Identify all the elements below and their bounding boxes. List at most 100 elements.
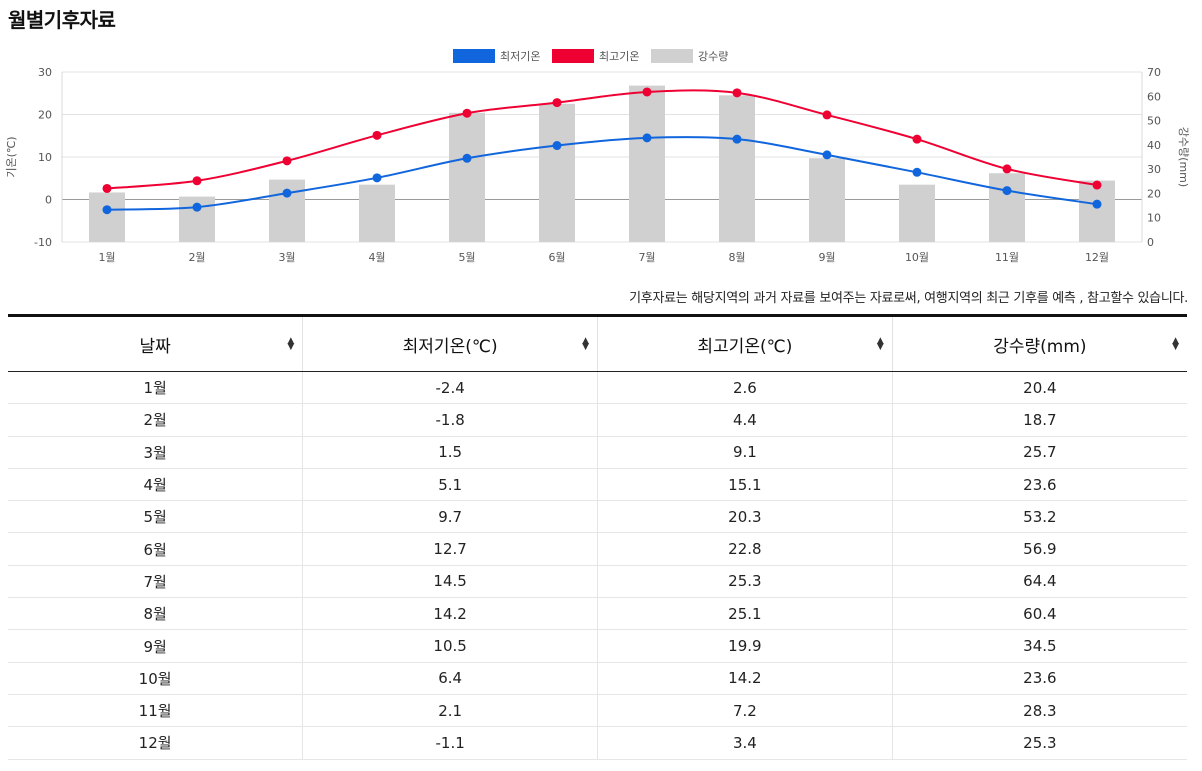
column-header-min-temp[interactable]: 최저기온(℃) ▲ ▼: [302, 315, 598, 372]
max-temp-point: [1002, 164, 1012, 174]
table-cell-date: 5월: [8, 500, 304, 534]
column-header-label: 최저기온(℃): [402, 336, 498, 357]
table-cell-max-temp: 15.1: [597, 468, 893, 502]
x-tick-label: 12월: [1085, 251, 1109, 264]
x-tick-label: 10월: [905, 251, 929, 264]
table-row: 11월 2.1 7.2 28.3: [8, 694, 1187, 728]
table-cell-max-temp: 19.9: [597, 629, 893, 663]
table-cell-rainfall: 56.9: [892, 532, 1187, 566]
min-temp-point: [1092, 199, 1102, 209]
table-cell-min-temp: 5.1: [302, 468, 598, 502]
table-cell-rainfall: 53.2: [892, 500, 1187, 534]
table-cell-min-temp: 2.1: [302, 694, 598, 728]
table-cell-date: 10월: [8, 662, 304, 695]
table-cell-min-temp: -2.4: [302, 371, 598, 405]
max-temp-point: [102, 183, 112, 193]
column-header-max-temp[interactable]: 최고기온(℃) ▲ ▼: [597, 315, 893, 372]
x-tick-label: 3월: [278, 251, 295, 264]
sort-icon[interactable]: ▲ ▼: [582, 336, 589, 352]
page-title: 월별기후자료: [8, 8, 116, 32]
column-header-date[interactable]: 날짜 ▲ ▼: [8, 315, 304, 372]
column-header-rainfall[interactable]: 강수량(mm) ▲ ▼: [892, 315, 1187, 372]
table-cell-min-temp: -1.8: [302, 403, 598, 437]
table-row: 12월 -1.1 3.4 25.3: [8, 726, 1187, 760]
legend-swatch-min-temp: [453, 49, 495, 63]
y-tick-label-right: 30: [1147, 163, 1161, 176]
climate-table: 날짜 ▲ ▼ 최저기온(℃) ▲ ▼ 최고기온(℃) ▲ ▼ 강수량(mm) ▲ ▼ 1월 -2.4 2.…: [8, 314, 1187, 760]
table-cell-date: 3월: [8, 436, 304, 469]
table-cell-date: 2월: [8, 403, 304, 437]
table-row: 2월 -1.8 4.4 18.7: [8, 403, 1187, 437]
x-tick-label: 1월: [98, 251, 115, 264]
y-tick-label-left: 0: [45, 194, 52, 207]
rain-bar: [719, 95, 755, 242]
table-cell-date: 6월: [8, 532, 304, 566]
y-tick-label-right: 20: [1147, 187, 1161, 200]
table-cell-min-temp: 6.4: [302, 662, 598, 695]
table-row: 6월 12.7 22.8 56.9: [8, 532, 1187, 566]
x-tick-label: 7월: [638, 251, 655, 264]
y-tick-label-left: 30: [38, 66, 52, 79]
table-row: 8월 14.2 25.1 60.4: [8, 597, 1187, 631]
sort-icon[interactable]: ▲ ▼: [287, 336, 295, 352]
y-axis-title-left: 기온(℃): [5, 136, 18, 177]
y-tick-label-left: 20: [38, 109, 52, 122]
max-temp-point: [642, 87, 652, 97]
table-cell-min-temp: 9.7: [302, 500, 598, 534]
min-temp-point: [192, 202, 202, 212]
max-temp-line: [106, 89, 1098, 190]
y-tick-label-right: 70: [1147, 66, 1161, 79]
table-cell-min-temp: 1.5: [302, 436, 598, 469]
table-cell-rainfall: 64.4: [892, 565, 1187, 599]
rain-bar: [629, 85, 665, 242]
rain-bar: [359, 184, 395, 242]
table-row: 4월 5.1 15.1 23.6: [8, 468, 1187, 502]
rain-bar: [1079, 180, 1115, 242]
min-temp-point: [372, 173, 382, 183]
y-tick-label-right: 10: [1147, 212, 1161, 225]
table-cell-max-temp: 20.3: [597, 500, 893, 534]
max-temp-point: [462, 108, 472, 118]
table-cell-rainfall: 34.5: [892, 629, 1187, 663]
table-cell-rainfall: 25.7: [892, 436, 1187, 469]
table-cell-rainfall: 20.4: [892, 371, 1187, 405]
table-cell-max-temp: 4.4: [597, 403, 893, 437]
max-temp-point: [732, 88, 742, 98]
min-temp-point: [732, 134, 742, 144]
table-row: 7월 14.5 25.3 64.4: [8, 565, 1187, 599]
table-cell-date: 9월: [8, 629, 304, 663]
table-body: 1월 -2.4 2.6 20.4 2월 -1.8 4.4 18.7 3월 1.5 9.1 25.7 4월…: [8, 371, 1187, 760]
table-cell-min-temp: 14.2: [302, 597, 598, 631]
max-temp-point: [192, 176, 202, 186]
table-cell-date: 11월: [8, 694, 304, 728]
table-cell-date: 7월: [8, 565, 304, 599]
column-header-label: 날짜: [139, 336, 171, 357]
table-row: 10월 6.4 14.2 23.6: [8, 662, 1187, 695]
max-temp-point: [1092, 180, 1102, 190]
rain-bar: [809, 158, 845, 242]
table-cell-min-temp: 12.7: [302, 532, 598, 566]
min-temp-point: [912, 167, 922, 177]
legend-swatch-rainfall: [651, 49, 693, 63]
sort-icon[interactable]: ▲ ▼: [876, 336, 884, 352]
table-cell-min-temp: 14.5: [302, 565, 598, 599]
climate-chart: 30 20 10 0 -10 70 60 50 40 30 20 10 0 기온(℃) 강수량(mm) 1월 2…: [5, 49, 1190, 264]
sort-icon[interactable]: ▲ ▼: [1172, 336, 1179, 352]
y-tick-label-right: 40: [1147, 139, 1161, 152]
table-row: 9월 10.5 19.9 34.5: [8, 629, 1187, 663]
y-tick-label-right: 0: [1147, 236, 1154, 249]
min-temp-point: [822, 150, 832, 160]
rain-bar: [899, 184, 935, 242]
y-tick-label-left: 10: [38, 151, 52, 164]
climate-note: 기후자료는 해당지역의 과거 자료를 보여주는 자료로써, 여행지역의 최근 기…: [629, 291, 1188, 306]
legend-label-min-temp: 최저기온: [500, 50, 540, 63]
max-temp-point: [282, 156, 292, 166]
max-temp-point: [372, 130, 382, 140]
legend-label-rainfall: 강수량: [698, 50, 728, 63]
max-temp-point: [912, 134, 922, 144]
table-cell-rainfall: 23.6: [892, 662, 1187, 695]
table-header-row: 날짜 ▲ ▼ 최저기온(℃) ▲ ▼ 최고기온(℃) ▲ ▼ 강수량(mm) ▲ ▼: [8, 315, 1187, 372]
column-header-label: 강수량(mm): [993, 336, 1087, 357]
rain-bar: [449, 112, 485, 242]
x-tick-label: 8월: [728, 251, 745, 264]
